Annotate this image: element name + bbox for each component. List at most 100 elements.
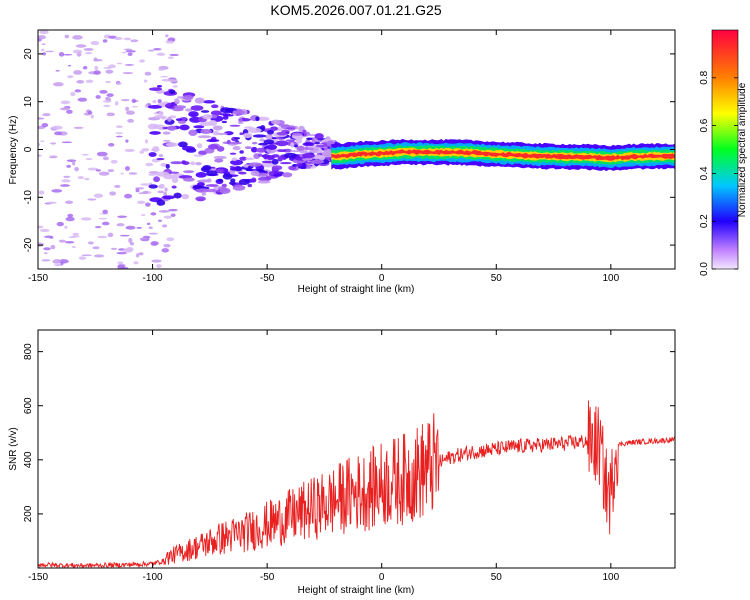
spectrogram-blob bbox=[109, 191, 117, 196]
spectrogram-blob bbox=[40, 140, 45, 143]
spectrogram-blob bbox=[211, 114, 218, 119]
spectrogram-blob bbox=[61, 179, 71, 183]
spectrogram-blob bbox=[58, 239, 66, 243]
spectrogram-xtick-label: -100 bbox=[143, 273, 163, 284]
spectrogram-blob bbox=[170, 161, 183, 165]
spectrogram-ytick-label: 10 bbox=[23, 96, 34, 108]
spectrogram-blob bbox=[257, 176, 272, 182]
spectrogram-blob bbox=[238, 171, 247, 175]
spectrogram-blob bbox=[122, 248, 133, 253]
spectrogram-blob bbox=[157, 99, 162, 104]
spectrogram-blob bbox=[125, 50, 136, 53]
spectrogram-blob bbox=[38, 117, 45, 120]
spectrogram-blob bbox=[156, 84, 163, 88]
spectrogram-blob bbox=[115, 132, 124, 135]
spectrogram-blob bbox=[152, 99, 157, 104]
colorbar: 0.0 0.2 0.4 0.6 0.8 Normalized spectral ampl… bbox=[699, 29, 748, 276]
colorbar-tick-label: 0.4 bbox=[699, 166, 710, 180]
spectrogram-blob bbox=[158, 210, 170, 213]
spectrogram-blob bbox=[63, 53, 73, 56]
spectrogram-blob bbox=[239, 156, 248, 161]
spectrogram-blob bbox=[283, 152, 297, 158]
spectrogram-blob bbox=[167, 56, 174, 59]
spectrogram-xtick-label: 0 bbox=[379, 273, 385, 284]
spectrogram-blob bbox=[72, 232, 79, 236]
spectrogram-blob bbox=[306, 164, 312, 169]
spectrogram-blob bbox=[114, 101, 119, 106]
spectrogram-blob bbox=[87, 241, 94, 245]
spectrogram-xlabel: Height of straight line (km) bbox=[298, 284, 415, 295]
spectrogram-blob bbox=[128, 172, 138, 175]
spectrogram-blob bbox=[231, 157, 238, 162]
spectrogram-blob bbox=[52, 125, 63, 130]
spectrogram-blob bbox=[121, 51, 127, 54]
spectrogram-blob bbox=[54, 264, 63, 266]
spectrogram-blob bbox=[243, 132, 253, 139]
spectrogram-blob bbox=[156, 264, 162, 268]
spectrogram-blob bbox=[143, 79, 148, 83]
spectrogram-blob bbox=[222, 115, 229, 120]
spectrogram-blob bbox=[217, 178, 224, 183]
snr-xlabel: Height of straight line (km) bbox=[298, 585, 415, 596]
spectrogram-blob bbox=[105, 80, 112, 84]
spectrogram-blob bbox=[80, 217, 92, 221]
spectrogram-blob bbox=[84, 177, 90, 181]
spectrogram-blob bbox=[303, 142, 313, 146]
spectrogram-blob bbox=[200, 129, 212, 134]
spectrogram-blob bbox=[273, 173, 282, 177]
spectrogram-blob bbox=[163, 191, 168, 197]
spectrogram-blob bbox=[208, 119, 218, 127]
spectrogram-blob bbox=[182, 177, 195, 182]
spectrogram-blob bbox=[255, 147, 267, 153]
spectrogram-blob bbox=[306, 147, 316, 151]
spectrogram-blob bbox=[122, 71, 134, 75]
spectrogram-blob bbox=[98, 217, 108, 220]
spectrogram-xtick-label: 50 bbox=[491, 273, 503, 284]
spectrogram-blob bbox=[76, 80, 85, 84]
spectrogram-blob bbox=[156, 52, 166, 56]
spectrogram-blob bbox=[177, 120, 187, 124]
spectrogram-blob bbox=[42, 113, 51, 117]
spectrogram-blob bbox=[41, 123, 49, 128]
spectrogram-blob bbox=[54, 131, 63, 136]
spectrogram-blob bbox=[282, 148, 292, 153]
spectrogram-blob bbox=[127, 118, 135, 123]
spectrogram-blob bbox=[159, 102, 167, 105]
spectrogram-blob bbox=[74, 167, 79, 172]
spectrogram-blob bbox=[139, 59, 146, 63]
spectrogram-blob bbox=[66, 164, 71, 168]
spectrogram-blob bbox=[58, 52, 65, 57]
spectrogram-blob bbox=[266, 144, 278, 150]
spectrogram-xtick-label: 100 bbox=[602, 273, 619, 284]
spectrogram-blob bbox=[153, 176, 160, 183]
spectrogram-blob bbox=[67, 64, 72, 67]
spectrogram-blob bbox=[188, 111, 199, 118]
colorbar-tick-label: 0.8 bbox=[699, 70, 710, 84]
spectrogram-blob bbox=[195, 188, 209, 193]
spectrogram-blob bbox=[182, 95, 194, 100]
spectrogram-blob bbox=[105, 97, 112, 102]
spectrogram-blob bbox=[38, 143, 41, 146]
spectrogram-blob bbox=[144, 71, 152, 76]
spectrogram-blob bbox=[195, 196, 206, 202]
spectrogram-blob bbox=[271, 165, 283, 171]
spectrogram-blob bbox=[238, 178, 250, 186]
spectrogram-blob bbox=[92, 246, 100, 250]
spectrogram-blob bbox=[252, 134, 267, 138]
spectrogram-blob bbox=[230, 178, 236, 183]
spectrogram-blob bbox=[162, 195, 175, 200]
spectrogram-blob bbox=[281, 172, 293, 178]
spectrogram-blob bbox=[110, 159, 118, 164]
spectrogram-blob bbox=[164, 187, 168, 192]
spectrogram-blob bbox=[38, 154, 42, 157]
spectrogram-blob bbox=[261, 160, 272, 164]
spectrogram-blob bbox=[206, 170, 218, 177]
spectrogram-blob bbox=[185, 108, 193, 112]
spectrogram-blob bbox=[275, 140, 289, 147]
spectrogram-blob bbox=[175, 118, 183, 122]
spectrogram-blob bbox=[137, 200, 146, 205]
spectrogram-blob bbox=[310, 159, 325, 164]
spectrogram-blob bbox=[103, 104, 111, 107]
spectrogram-blob bbox=[113, 37, 123, 40]
spectrogram-blob bbox=[144, 104, 149, 108]
